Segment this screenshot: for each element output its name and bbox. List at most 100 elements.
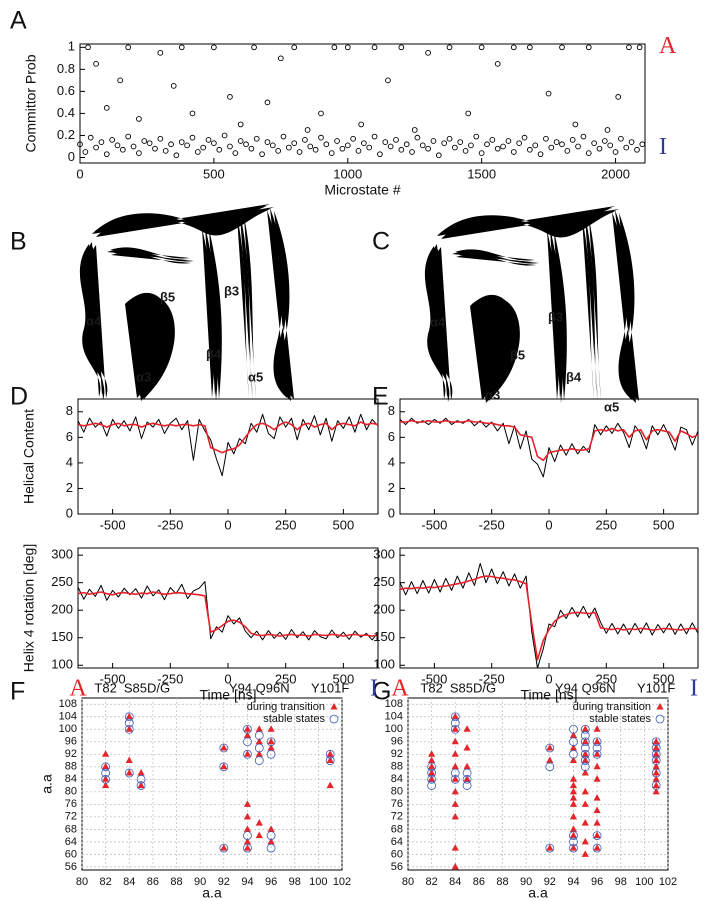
point [546, 756, 554, 764]
point [189, 134, 196, 141]
y-axis-label: Committor Prob [23, 54, 39, 152]
point [157, 135, 164, 142]
point [451, 750, 459, 757]
point [117, 77, 124, 84]
point [344, 44, 351, 51]
point [537, 151, 544, 158]
point [211, 140, 217, 147]
x-tick-label: 0 [545, 671, 552, 686]
x-tick-label: 500 [333, 517, 355, 532]
point [307, 143, 314, 150]
y-tick-label: 56 [391, 861, 403, 873]
point [580, 756, 590, 765]
point [618, 135, 624, 142]
point [451, 737, 459, 745]
x-tick-label: -500 [100, 517, 126, 532]
y-tick-label: 0.6 [57, 83, 75, 98]
x-axis-label: a.a [202, 885, 222, 901]
point [243, 750, 252, 757]
point [652, 737, 660, 745]
point [527, 146, 533, 153]
legend-marker [655, 714, 665, 724]
point [569, 837, 578, 847]
x-tick-label: 94 [567, 876, 579, 888]
point [559, 141, 565, 148]
point [569, 737, 578, 747]
point [189, 110, 196, 117]
point [136, 116, 142, 122]
point [441, 140, 448, 147]
legend-label: during transition [247, 701, 325, 713]
y-tick-label: 96 [65, 736, 77, 748]
point [572, 121, 579, 128]
x-tick-label: 84 [123, 876, 135, 888]
point [170, 83, 177, 89]
x-tick-label: 80 [402, 876, 414, 888]
x-tick-label: 96 [265, 876, 277, 888]
point [543, 135, 549, 142]
y-tick-label: 88 [391, 761, 403, 773]
x-tick-label: 86 [473, 876, 485, 888]
x-tick-label: 250 [595, 671, 617, 686]
point [581, 850, 589, 857]
point [652, 750, 660, 757]
plot-frame [77, 398, 379, 515]
point [125, 769, 133, 776]
point [585, 44, 592, 51]
x-tick-label: 98 [289, 876, 301, 888]
point [580, 762, 590, 772]
x-tick-label: 250 [275, 671, 297, 686]
point [425, 145, 431, 152]
point [450, 768, 460, 778]
point [592, 843, 602, 853]
point [254, 731, 264, 740]
point [546, 744, 554, 751]
annotation: Y94 Q96N [229, 680, 290, 695]
point [141, 138, 148, 144]
point [569, 825, 578, 832]
point [581, 819, 589, 826]
point [473, 133, 480, 140]
point [168, 141, 174, 148]
series-line [77, 581, 379, 641]
point [237, 138, 244, 144]
point [489, 137, 496, 143]
point [451, 725, 459, 732]
y-tick-label: 0 [66, 505, 73, 520]
point [478, 44, 485, 51]
point [219, 843, 229, 853]
point [264, 139, 271, 145]
y-tick-label: 100 [385, 723, 403, 735]
y-tick-label: 250 [51, 574, 73, 589]
point [636, 44, 643, 51]
point [103, 105, 110, 111]
point [505, 138, 512, 144]
y-tick-label: 0.8 [57, 61, 75, 76]
point [451, 800, 459, 807]
point [451, 712, 459, 720]
point [339, 145, 346, 152]
point [411, 127, 418, 133]
x-tick-label: 500 [203, 166, 225, 181]
point [580, 731, 590, 740]
point [569, 787, 578, 795]
x-axis-label: Microstate # [324, 182, 400, 198]
x-tick-label: 500 [653, 517, 675, 532]
point [232, 150, 239, 156]
point [269, 142, 276, 149]
point [510, 44, 517, 51]
x-tick-label: 0 [76, 166, 83, 181]
point [101, 768, 111, 778]
point [569, 794, 578, 801]
point [291, 140, 298, 147]
point [494, 145, 501, 152]
point [545, 843, 555, 853]
annotation: Y101F [311, 680, 349, 695]
point [136, 781, 146, 790]
chart: 100 150 200 250 300 -500 -250 0 250 500 Time [ns] H… [21, 544, 379, 703]
point [494, 60, 501, 67]
point [569, 744, 578, 751]
point [267, 737, 275, 745]
y-tick-label: 1 [68, 39, 75, 54]
